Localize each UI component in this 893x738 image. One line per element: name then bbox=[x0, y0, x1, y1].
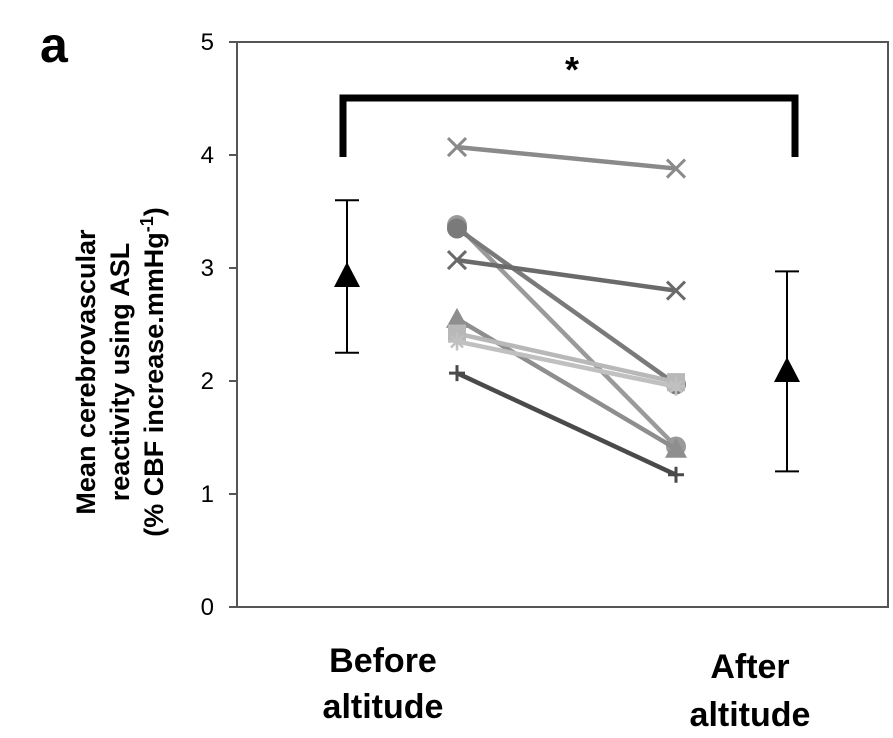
significance-star: * bbox=[565, 49, 579, 90]
x-category-after: After altitude bbox=[690, 648, 811, 734]
bracket-line bbox=[339, 94, 799, 157]
y-axis-label: Mean cerebrovascular reactivity using AS… bbox=[71, 207, 169, 537]
individual-series bbox=[446, 137, 687, 483]
subject-line bbox=[456, 339, 677, 389]
x-category-before: Before altitude bbox=[323, 642, 444, 726]
y-tick-label: 2 bbox=[201, 368, 214, 395]
x-marker bbox=[665, 158, 687, 179]
y-axis-ticks: 0 1 2 3 4 5 bbox=[201, 29, 237, 621]
y-axis-label-line-3: (% CBF increase.mmHg-1) bbox=[137, 207, 169, 537]
x-category-before-line-1: Before bbox=[329, 642, 437, 680]
mean-triangle-marker bbox=[334, 262, 360, 288]
y-axis-label-unit: (% CBF increase.mmHg bbox=[139, 232, 169, 537]
y-tick-label: 3 bbox=[201, 255, 214, 282]
subject-line bbox=[455, 223, 678, 449]
triangle-marker bbox=[665, 437, 687, 458]
star-marker bbox=[448, 332, 466, 351]
y-tick-label: 0 bbox=[201, 594, 214, 621]
y-tick-label: 5 bbox=[201, 29, 214, 56]
subject-series bbox=[447, 218, 686, 395]
triangle-marker bbox=[446, 307, 468, 328]
subject-series bbox=[446, 250, 687, 301]
plot-frame bbox=[236, 41, 889, 608]
star-marker bbox=[667, 377, 685, 396]
subject-series bbox=[446, 137, 687, 179]
y-axis-label-exponent: -1 bbox=[137, 216, 157, 232]
subject-line bbox=[456, 257, 677, 293]
y-tick-label: 4 bbox=[201, 142, 214, 169]
group-means bbox=[334, 199, 800, 473]
y-axis-label-close: ) bbox=[139, 207, 169, 216]
mean-triangle-marker bbox=[774, 356, 800, 382]
panel-label: a bbox=[40, 17, 69, 73]
y-axis-label-line-2: reactivity using ASL bbox=[105, 243, 135, 502]
subject-line bbox=[455, 226, 678, 387]
x-marker bbox=[665, 280, 687, 301]
subject-line bbox=[456, 331, 677, 385]
x-category-after-line-1: After bbox=[710, 648, 789, 686]
y-axis-label-line-1: Mean cerebrovascular bbox=[71, 229, 101, 515]
x-marker bbox=[446, 137, 468, 158]
plus-marker bbox=[449, 365, 465, 382]
subject-series bbox=[448, 332, 685, 396]
mean-point bbox=[774, 270, 800, 473]
subject-series bbox=[449, 365, 684, 483]
plus-marker bbox=[668, 466, 684, 483]
subject-line bbox=[456, 144, 677, 171]
significance-bracket: * bbox=[339, 49, 799, 157]
mean-point bbox=[334, 199, 360, 354]
y-tick-label: 1 bbox=[201, 481, 214, 508]
x-marker bbox=[446, 250, 468, 271]
subject-line bbox=[456, 371, 677, 477]
x-category-before-line-2: altitude bbox=[323, 688, 444, 726]
circle-marker bbox=[447, 218, 467, 239]
x-category-after-line-2: altitude bbox=[690, 696, 811, 734]
